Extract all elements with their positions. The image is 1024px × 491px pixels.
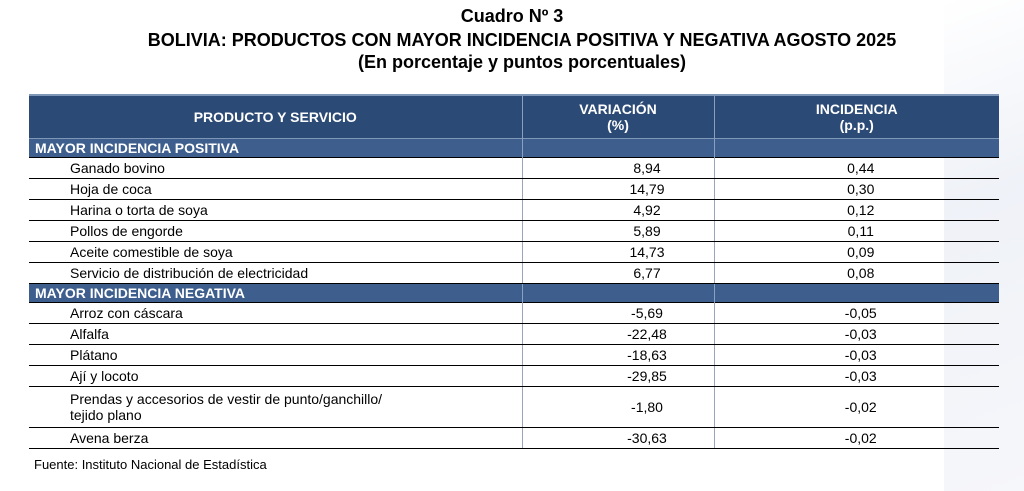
table-row: Hoja de coca 14,79 0,30 <box>29 178 999 200</box>
product-name: Arroz con cáscara <box>29 302 523 324</box>
variation-value: -30,63 <box>522 427 715 449</box>
header-variation-line2: (%) <box>607 117 629 133</box>
product-name: Hoja de coca <box>29 178 523 200</box>
section-label: MAYOR INCIDENCIA NEGATIVA <box>29 283 522 303</box>
header-variation: VARIACIÓN (%) <box>522 94 715 139</box>
table-row: Pollos de engorde 5,89 0,11 <box>29 220 999 242</box>
variation-value: 6,77 <box>522 262 715 284</box>
table-row: Arroz con cáscara -5,69 -0,05 <box>29 302 999 324</box>
header-incidence-line2: (p.p.) <box>839 117 874 133</box>
product-name: Prendas y accesorios de vestir de punto/… <box>29 386 523 428</box>
table-number: Cuadro Nº 3 <box>460 6 564 26</box>
incidence-value: 0,08 <box>714 262 999 284</box>
product-name: Harina o torta de soya <box>29 199 523 221</box>
table-row: Servicio de distribución de electricidad… <box>29 262 999 284</box>
section-spacer <box>521 138 714 158</box>
product-name: Avena berza <box>29 427 523 449</box>
incidence-value: -0,03 <box>714 344 999 366</box>
variation-value: -18,63 <box>522 344 715 366</box>
incidence-value: -0,03 <box>714 323 999 345</box>
table-row: Prendas y accesorios de vestir de punto/… <box>29 386 999 428</box>
section-spacer <box>713 283 999 303</box>
incidence-value: -0,03 <box>714 365 999 387</box>
table-title: BOLIVIA: PRODUCTOS CON MAYOR INCIDENCIA … <box>147 30 897 50</box>
table-row: Ají y locoto -29,85 -0,03 <box>29 365 999 387</box>
incidence-value: 0,11 <box>714 220 999 242</box>
product-name: Ganado bovino <box>29 157 523 179</box>
table-row: Harina o torta de soya 4,92 0,12 <box>29 199 999 221</box>
product-name: Servicio de distribución de electricidad <box>29 262 523 284</box>
table-row: Avena berza -30,63 -0,02 <box>29 427 999 449</box>
section-label: MAYOR INCIDENCIA POSITIVA <box>29 138 522 158</box>
table-row: Ganado bovino 8,94 0,44 <box>29 157 999 179</box>
variation-value: -5,69 <box>522 302 715 324</box>
variation-value: -22,48 <box>522 323 715 345</box>
table-row: Alfalfa -22,48 -0,03 <box>29 323 999 345</box>
section-row: MAYOR INCIDENCIA NEGATIVA <box>29 283 999 303</box>
variation-value: 8,94 <box>522 157 715 179</box>
variation-value: 14,73 <box>522 241 715 263</box>
incidence-value: 0,09 <box>714 241 999 263</box>
source-note: Fuente: Instituto Nacional de Estadístic… <box>34 457 267 472</box>
product-name: Pollos de engorde <box>29 220 523 242</box>
variation-value: 4,92 <box>522 199 715 221</box>
section-spacer <box>521 283 714 303</box>
table-row: Aceite comestible de soya 14,73 0,09 <box>29 241 999 263</box>
incidence-value: 0,12 <box>714 199 999 221</box>
product-name: Ají y locoto <box>29 365 523 387</box>
incidence-value: 0,44 <box>714 157 999 179</box>
incidence-value: -0,02 <box>714 427 999 449</box>
header-product: PRODUCTO Y SERVICIO <box>29 94 523 139</box>
product-name: Aceite comestible de soya <box>29 241 523 263</box>
header-row: PRODUCTO Y SERVICIO VARIACIÓN (%) INCIDE… <box>29 94 999 139</box>
header-variation-line1: VARIACIÓN <box>579 101 657 117</box>
section-spacer <box>713 138 999 158</box>
incidence-value: 0,30 <box>714 178 999 200</box>
incidence-value: -0,05 <box>714 302 999 324</box>
product-name: Alfalfa <box>29 323 523 345</box>
header-incidence: INCIDENCIA (p.p.) <box>714 94 999 139</box>
header-incidence-line1: INCIDENCIA <box>815 101 898 117</box>
incidence-table: PRODUCTO Y SERVICIO VARIACIÓN (%) INCIDE… <box>29 94 999 449</box>
section-row: MAYOR INCIDENCIA POSITIVA <box>29 138 999 158</box>
variation-value: -1,80 <box>522 386 715 428</box>
incidence-value: -0,02 <box>714 386 999 428</box>
variation-value: 14,79 <box>522 178 715 200</box>
table-units: (En porcentaje y puntos porcentuales) <box>357 52 687 72</box>
variation-value: -29,85 <box>522 365 715 387</box>
variation-value: 5,89 <box>522 220 715 242</box>
product-name: Plátano <box>29 344 523 366</box>
table-row: Plátano -18,63 -0,03 <box>29 344 999 366</box>
